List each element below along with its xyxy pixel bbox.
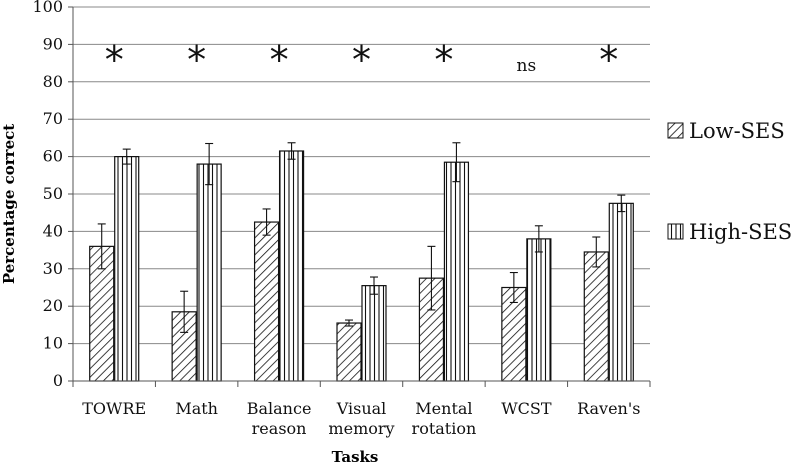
y-tick-label: 30 bbox=[43, 259, 63, 278]
legend: Low-SES High-SES bbox=[667, 119, 792, 244]
significance-star: * bbox=[434, 38, 453, 82]
significance-ns: ns bbox=[517, 56, 537, 76]
x-tick-label: Raven's bbox=[577, 399, 640, 418]
y-tick-label: 0 bbox=[53, 371, 63, 390]
y-tick-label: 10 bbox=[43, 334, 63, 353]
y-tick-label: 50 bbox=[43, 184, 63, 203]
significance-star: * bbox=[352, 38, 371, 82]
bar-High-SES-1 bbox=[196, 163, 222, 382]
x-tick-label: WCST bbox=[501, 399, 552, 418]
x-tick-label-line: Mental bbox=[415, 399, 472, 418]
bar-High-SES-2 bbox=[278, 150, 305, 382]
significance-star: * bbox=[599, 38, 618, 82]
x-axis-title: Tasks bbox=[332, 448, 379, 466]
x-tick-label: Visual memory bbox=[328, 399, 394, 438]
bar-Low-SES-5 bbox=[501, 286, 527, 382]
x-tick-label-line: Math bbox=[175, 399, 218, 418]
error-bars bbox=[97, 142, 626, 333]
axes: 0 10 20 30 40 50 60 70 80 90 100 TOWRE Math Balance re… bbox=[32, 0, 651, 438]
bar-High-SES-0 bbox=[114, 156, 140, 382]
legend-swatch-High-SES bbox=[667, 223, 684, 240]
significance-star: * bbox=[270, 38, 289, 82]
grid bbox=[73, 6, 650, 345]
bars bbox=[89, 150, 634, 382]
x-tick-label-line: WCST bbox=[501, 399, 552, 418]
significance-markers: * * * * * ns * bbox=[105, 38, 619, 82]
y-tick-label: 70 bbox=[43, 109, 63, 128]
y-axis-title: Percentage correct bbox=[0, 124, 18, 284]
x-tick-label-line: TOWRE bbox=[82, 399, 146, 418]
x-tick-label: Balance reason bbox=[247, 399, 312, 438]
bar-High-SES-4 bbox=[443, 161, 470, 382]
significance-star: * bbox=[187, 38, 206, 82]
y-tick-label: 20 bbox=[43, 296, 63, 315]
x-tick-label-line: Raven's bbox=[577, 399, 640, 418]
x-tick-label: Mental rotation bbox=[412, 399, 477, 438]
bar-Low-SES-3 bbox=[336, 322, 362, 382]
bar-High-SES-5 bbox=[526, 238, 552, 382]
x-tick-label: TOWRE bbox=[82, 399, 146, 418]
bar-Low-SES-6 bbox=[583, 251, 609, 382]
significance-star: * bbox=[105, 38, 124, 82]
legend-label-High-SES: High-SES bbox=[689, 220, 792, 244]
x-tick-label-line: reason bbox=[252, 419, 307, 438]
y-tick-label: 80 bbox=[43, 72, 63, 91]
y-tick-label: 100 bbox=[32, 0, 63, 16]
bar-Low-SES-2 bbox=[253, 221, 280, 382]
x-tick-label: Math bbox=[175, 399, 218, 418]
y-tick-label: 90 bbox=[43, 34, 63, 53]
bar-High-SES-6 bbox=[608, 202, 634, 382]
legend-swatch-Low-SES bbox=[667, 122, 684, 139]
x-tick-label-line: Balance bbox=[247, 399, 312, 418]
legend-label-Low-SES: Low-SES bbox=[689, 119, 785, 143]
bar-High-SES-3 bbox=[361, 285, 387, 382]
y-tick-label: 40 bbox=[43, 221, 63, 240]
x-tick-label-line: memory bbox=[328, 419, 394, 438]
y-tick-label: 60 bbox=[43, 147, 63, 166]
x-tick-label-line: rotation bbox=[412, 419, 477, 438]
x-tick-label-line: Visual bbox=[336, 399, 387, 418]
